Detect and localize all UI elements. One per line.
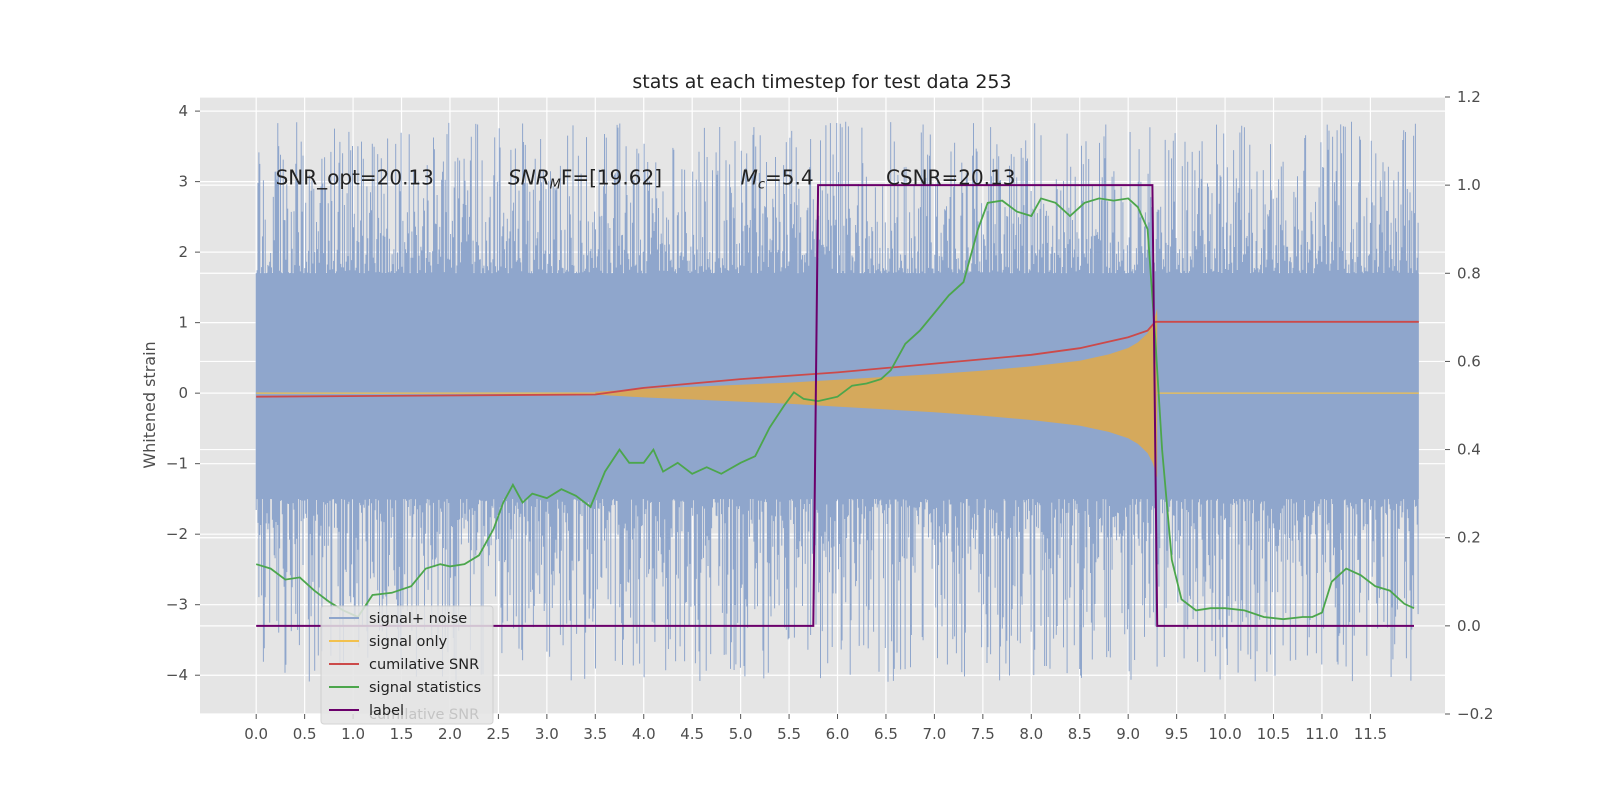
annotation: Mc=5.4 — [741, 166, 814, 193]
series-line-cumilative-SNR — [256, 320, 1419, 398]
x-tick-label: 9.0 — [1116, 725, 1140, 743]
y-tick-label: −3 — [166, 596, 188, 614]
y-tick-label: −2 — [166, 525, 188, 543]
x-tick-label: 6.5 — [874, 725, 898, 743]
series-lines — [255, 184, 1419, 627]
y2-tick-label: −0.2 — [1457, 705, 1493, 723]
x-tick-label: 5.5 — [777, 725, 801, 743]
y-axis-left: −4 −3 −2 −1 0 1 2 3 4 — [166, 102, 200, 684]
y-tick-label: 4 — [178, 102, 188, 120]
y-tick-label: 2 — [178, 243, 188, 261]
x-tick-label: 2.0 — [438, 725, 462, 743]
x-tick-label: 3.0 — [535, 725, 559, 743]
series-signal-only — [256, 308, 1419, 478]
y2-tick-label: 0.6 — [1457, 352, 1481, 370]
x-tick-label: 0.0 — [244, 725, 268, 743]
y-tick-label: 3 — [178, 173, 188, 191]
x-tick-label: 9.5 — [1165, 725, 1189, 743]
x-tick-label: 10.5 — [1257, 725, 1290, 743]
annotation: SNR_opt=20.13 — [276, 166, 434, 190]
y2-tick-label: 0.0 — [1457, 617, 1481, 635]
y2-tick-label: 1.2 — [1457, 88, 1481, 106]
legend-label: signal only — [369, 634, 448, 650]
x-tick-label: 6.0 — [826, 725, 850, 743]
x-tick-label: 1.0 — [341, 725, 365, 743]
y-tick-label: 1 — [178, 314, 188, 332]
chart-title: stats at each timestep for test data 253 — [632, 71, 1011, 93]
x-tick-label: 7.0 — [922, 725, 946, 743]
legend-label: label — [369, 703, 404, 719]
y2-tick-label: 0.4 — [1457, 441, 1481, 459]
y-tick-label: −4 — [166, 666, 188, 684]
legend: cumilative SNR signal+ noise signal only cu… — [320, 605, 494, 725]
series-line-signal-statistics — [255, 197, 1415, 621]
signal-envelope — [595, 308, 1158, 478]
x-tick-label: 5.0 — [729, 725, 753, 743]
y2-tick-label: 0.8 — [1457, 264, 1481, 282]
y-axis-right: −0.2 0.0 0.2 0.4 0.6 0.8 1.0 1.2 — [1445, 88, 1493, 723]
x-tick-label: 11.5 — [1354, 725, 1387, 743]
y-tick-label: −1 — [166, 455, 188, 473]
x-tick-label: 4.5 — [680, 725, 704, 743]
legend-ghost-text: cumilative SNR — [369, 707, 479, 723]
y2-tick-label: 1.0 — [1457, 176, 1481, 194]
annotation: CSNR=20.13 — [886, 166, 1016, 190]
x-tick-label: 7.5 — [971, 725, 995, 743]
y-axis-label: Whitened strain — [140, 341, 159, 468]
x-tick-label: 11.0 — [1305, 725, 1338, 743]
y2-tick-label: 0.2 — [1457, 529, 1481, 547]
x-tick-label: 8.5 — [1068, 725, 1092, 743]
legend-label: signal statistics — [369, 680, 481, 696]
legend-label: signal+ noise — [369, 611, 467, 627]
x-tick-label: 2.5 — [486, 725, 510, 743]
x-tick-label: 1.5 — [390, 725, 414, 743]
x-tick-label: 4.0 — [632, 725, 656, 743]
x-tick-label: 10.0 — [1208, 725, 1241, 743]
series-line-label — [256, 184, 1414, 627]
x-tick-label: 3.5 — [583, 725, 607, 743]
legend-box — [320, 605, 494, 725]
legend-label: cumilative SNR — [369, 657, 479, 673]
annotations: SNR_opt=20.13 SNRMF=[19.62] Mc=5.4 CSNR=20.… — [276, 166, 1016, 193]
annotation: SNRMF=[19.62] — [508, 166, 662, 193]
x-axis: 0.0 0.5 1.0 1.5 2.0 2.5 3.0 3.5 4.0 4.5 5.0 5.5 6.0 6… — [244, 714, 1387, 743]
y-tick-label: 0 — [178, 384, 188, 402]
x-tick-label: 0.5 — [293, 725, 317, 743]
x-tick-label: 8.0 — [1019, 725, 1043, 743]
